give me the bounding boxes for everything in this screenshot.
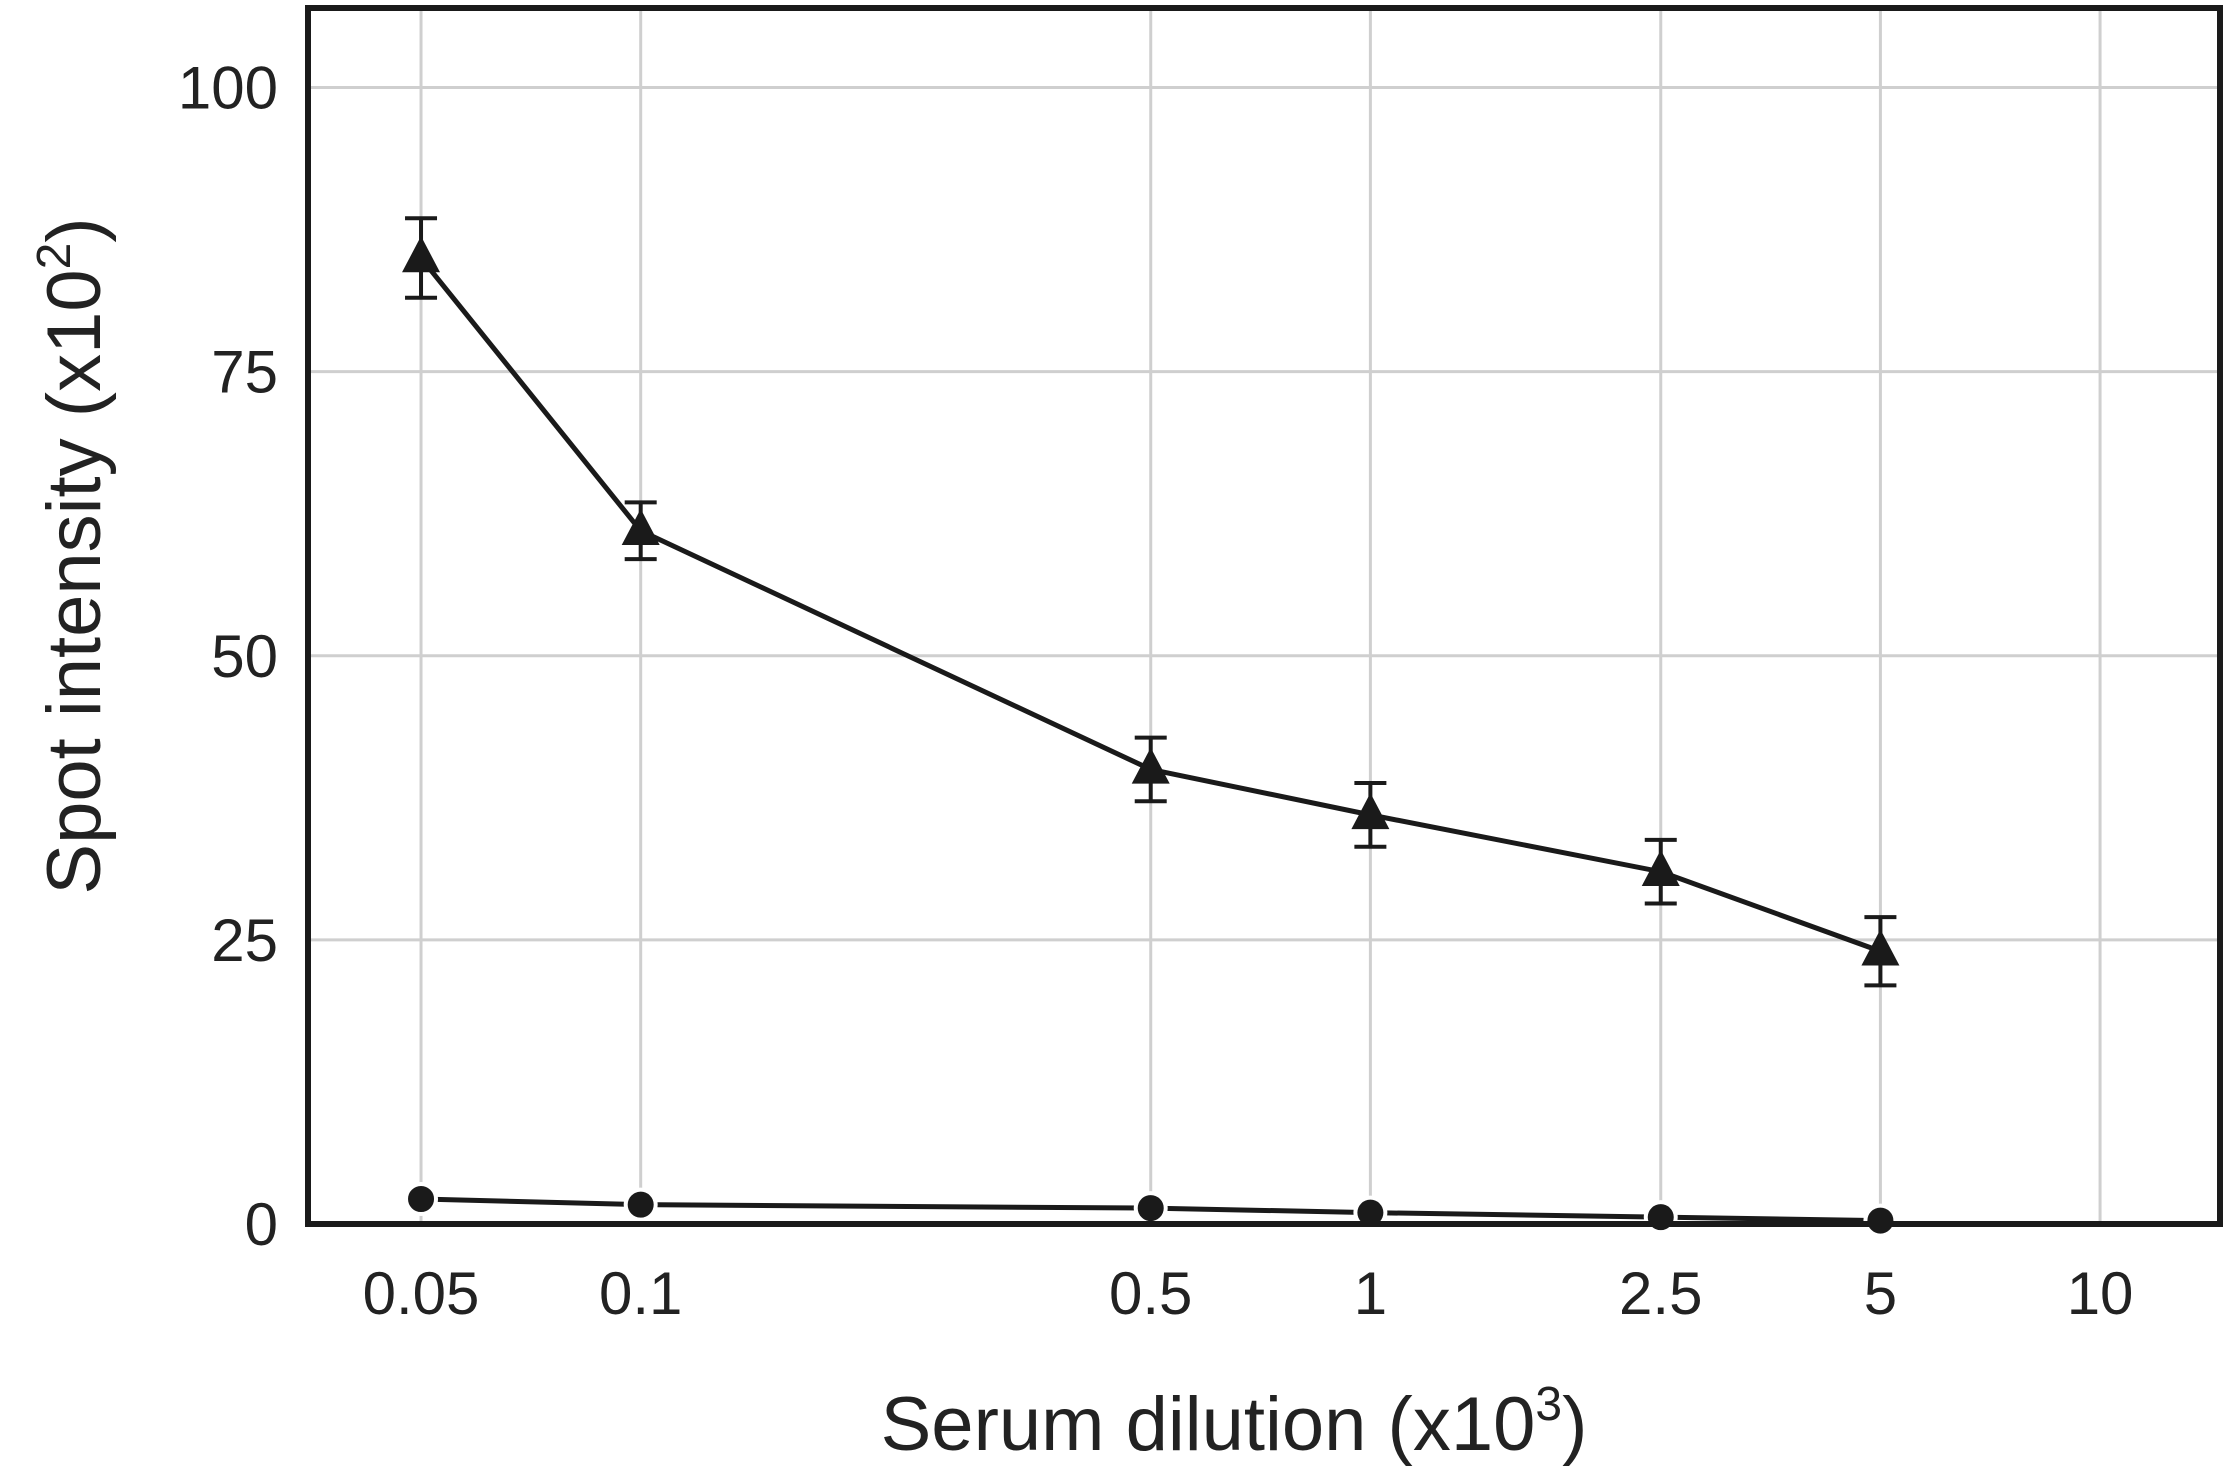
x-tick-label: 2.5	[1619, 1260, 1702, 1327]
triangle-marker	[1861, 929, 1900, 966]
circle-marker	[1133, 1191, 1168, 1226]
series-line	[420, 1196, 1881, 1224]
x-tick-label: 1	[1354, 1260, 1387, 1327]
y-tick-label: 100	[178, 55, 278, 122]
x-tick-label: 0.05	[363, 1260, 480, 1327]
circle-marker	[623, 1187, 658, 1222]
series-line	[419, 256, 1882, 954]
circle-marker	[1353, 1195, 1388, 1230]
y-tick-label: 0	[245, 1191, 278, 1258]
y-tick-label: 50	[211, 623, 278, 690]
plot-frame	[305, 5, 2223, 1227]
x-tick-label: 10	[2067, 1260, 2134, 1327]
y-tick-label: 75	[211, 339, 278, 406]
triangle-marker	[402, 236, 441, 273]
circle-marker	[1643, 1200, 1678, 1235]
x-tick-label: 0.5	[1109, 1260, 1192, 1327]
circle-marker	[404, 1181, 439, 1216]
series-circle	[404, 1181, 1898, 1238]
triangle-marker	[1351, 793, 1390, 830]
x-axis-title: Serum dilution (x103)	[881, 1378, 1588, 1467]
circle-marker	[1863, 1203, 1898, 1238]
triangle-marker	[621, 508, 660, 546]
grid-lines	[308, 8, 2220, 1224]
x-tick-label: 5	[1864, 1260, 1897, 1327]
series-triangle	[402, 216, 1900, 988]
triangle-marker	[1131, 747, 1170, 784]
x-tick-label: 0.1	[599, 1260, 682, 1327]
y-tick-label: 25	[211, 907, 278, 974]
triangle-marker	[1641, 849, 1680, 886]
y-axis-title: Spot intensity (x102)	[28, 217, 117, 894]
